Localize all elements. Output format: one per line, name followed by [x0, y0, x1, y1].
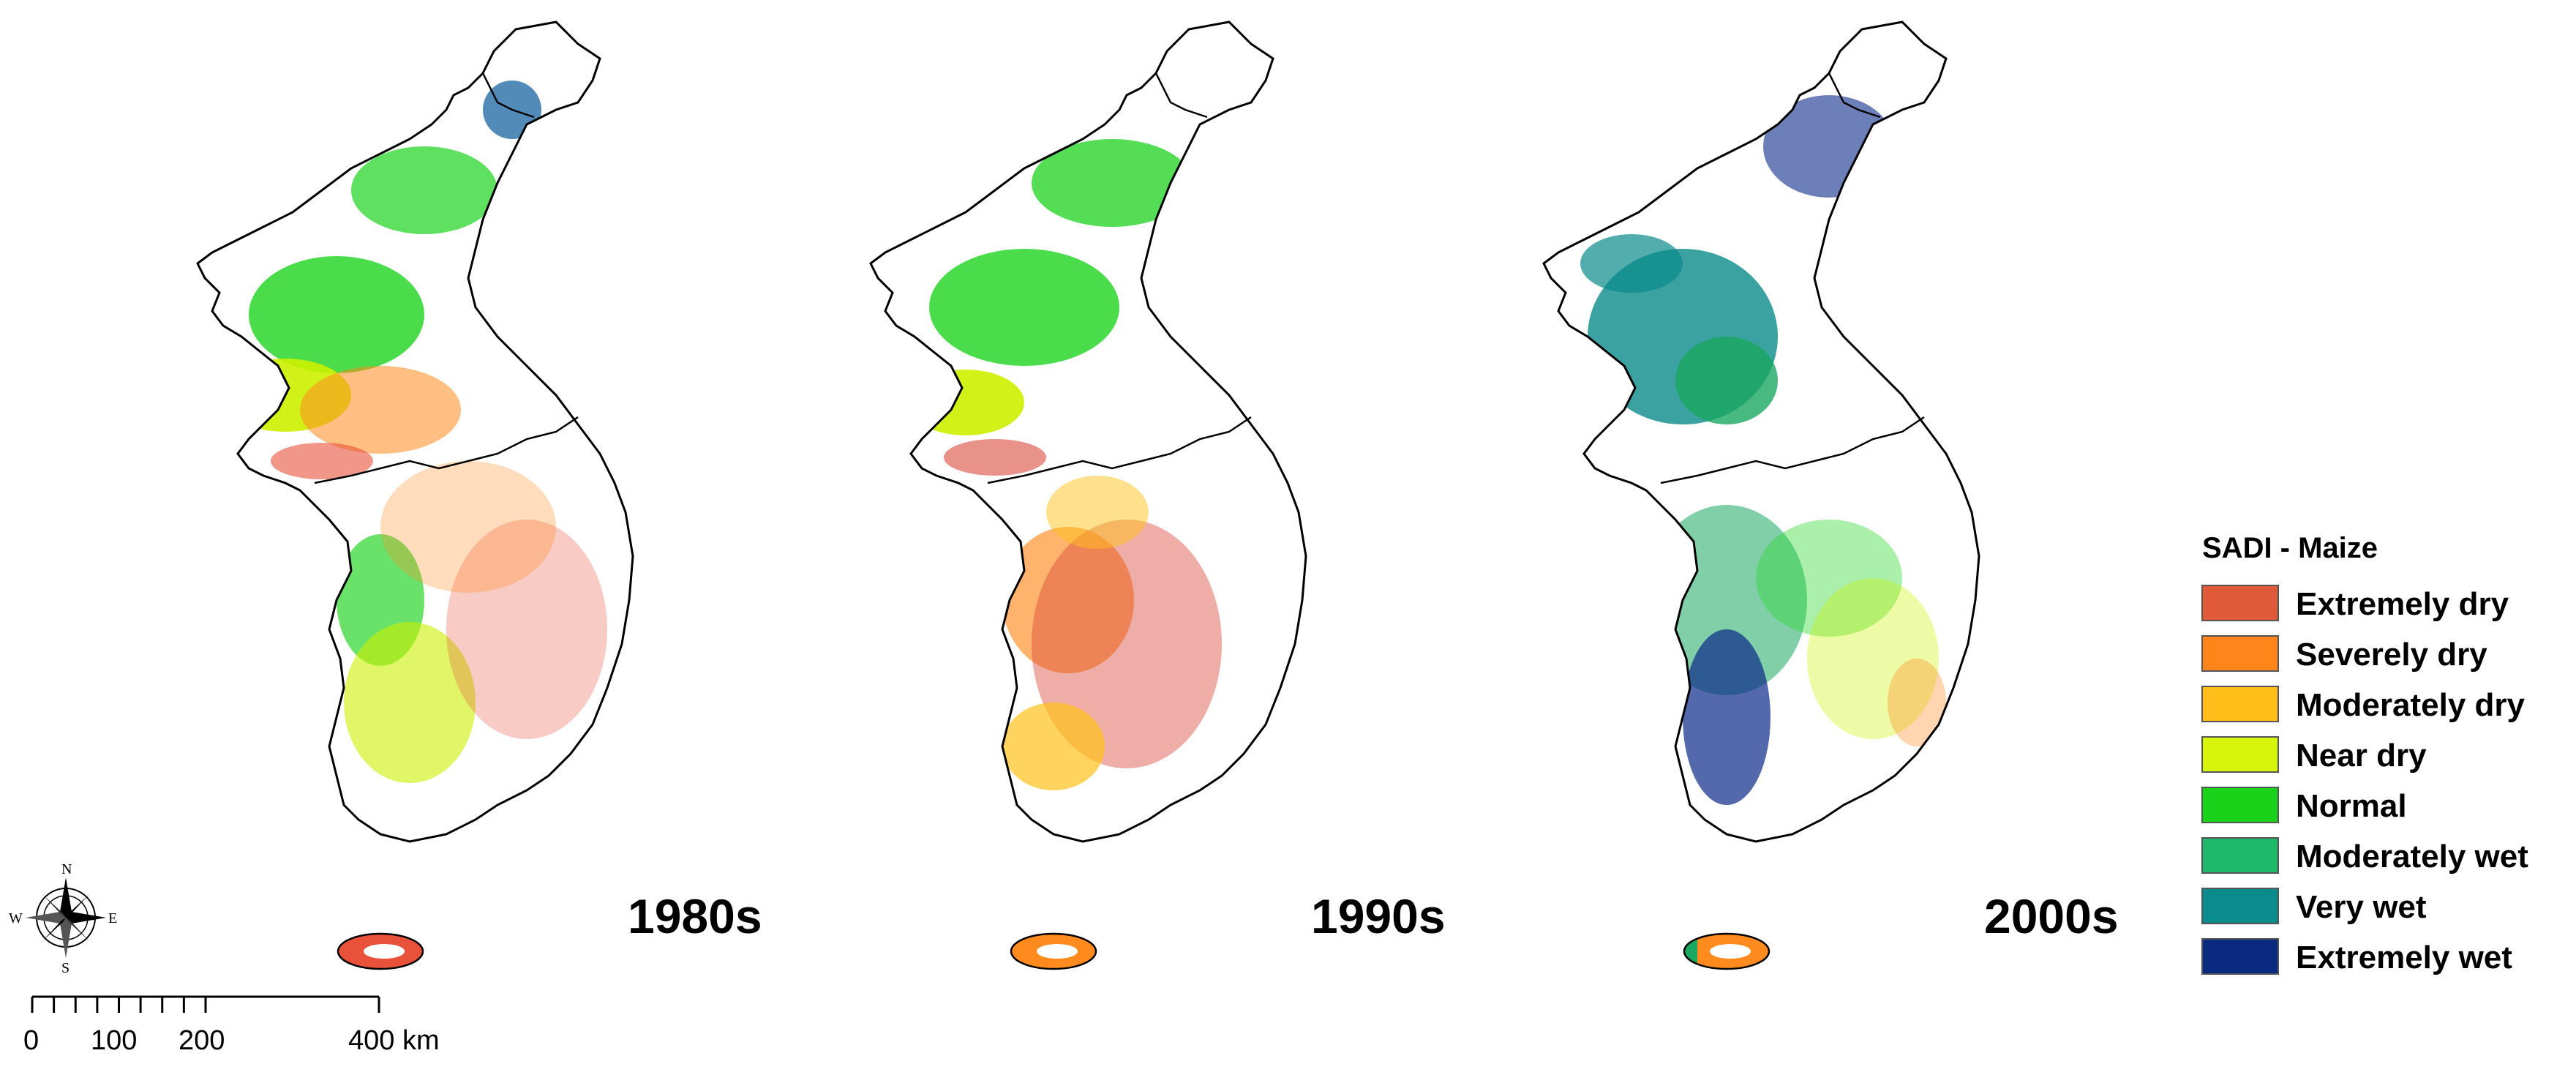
map-1990s-fill	[871, 22, 1306, 842]
legend-title: SADI - Maize	[2202, 532, 2378, 564]
legend-label-near-dry: Near dry	[2296, 738, 2427, 774]
scale-label-100: 100	[91, 1025, 137, 1056]
map-2000s-jeju	[1684, 934, 1769, 969]
legend-items: Extremely dry Severely dry Moderately dry N…	[2201, 585, 2528, 975]
map-1990s	[869, 20, 1307, 970]
compass-south: S	[61, 960, 70, 976]
compass-west: W	[9, 910, 23, 926]
legend-label-very-wet: Very wet	[2296, 889, 2427, 925]
legend-swatch-severely-dry	[2201, 635, 2279, 672]
map-1980s-fill	[198, 22, 633, 842]
legend-label-moderately-dry: Moderately dry	[2296, 687, 2526, 723]
compass-east: E	[108, 910, 117, 926]
map-2000s	[1542, 20, 1980, 970]
legend-swatch-normal	[2201, 787, 2279, 823]
map-2000s-fill	[1544, 22, 1979, 842]
compass-north: N	[61, 861, 72, 877]
legend-label-extremely-dry: Extremely dry	[2296, 586, 2509, 622]
legend: SADI - Maize Extremely dry Severely dry Mo…	[2201, 532, 2528, 975]
legend-label-severely-dry: Severely dry	[2296, 637, 2487, 673]
map-1990s-jeju	[1011, 934, 1096, 969]
legend-label-extremely-wet: Extremely wet	[2296, 940, 2512, 975]
legend-swatch-extremely-wet	[2201, 938, 2279, 975]
legend-swatch-near-dry	[2201, 736, 2279, 773]
decade-label-1990s: 1990s	[1311, 889, 1446, 943]
decade-label-1980s: 1980s	[628, 889, 762, 943]
scale-label-400: 400 km	[348, 1025, 440, 1056]
legend-swatch-moderately-dry	[2201, 686, 2279, 722]
legend-label-normal: Normal	[2296, 788, 2407, 824]
legend-label-moderately-wet: Moderately wet	[2296, 839, 2528, 874]
compass-rose-icon: N S E W	[9, 861, 117, 976]
legend-swatch-very-wet	[2201, 888, 2279, 924]
scale-label-0: 0	[23, 1025, 39, 1056]
scale-label-200: 200	[179, 1025, 225, 1056]
map-1980s-jeju	[338, 934, 423, 969]
map-1980s	[196, 20, 634, 970]
decade-label-2000s: 2000s	[1984, 889, 2119, 943]
legend-swatch-extremely-dry	[2201, 585, 2279, 621]
scale-bar: 0 100 200 400 km	[23, 995, 440, 1056]
legend-swatch-moderately-wet	[2201, 837, 2279, 874]
